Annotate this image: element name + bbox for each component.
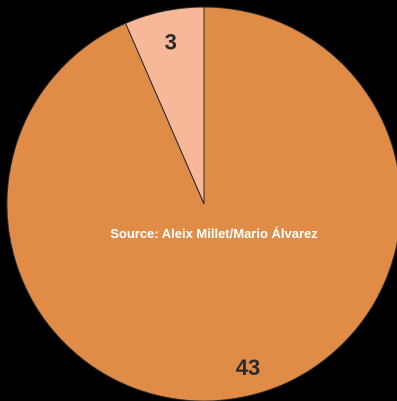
pie-slice-labels: 3 43: [165, 30, 261, 380]
source-annotation: Source: Aleix Millet/Mario Álvarez: [110, 226, 318, 241]
pie-label-43: 43: [236, 355, 260, 380]
pie-label-3: 3: [165, 30, 177, 55]
pie-slice-43: [6, 6, 397, 401]
pie-slices: [6, 6, 397, 401]
